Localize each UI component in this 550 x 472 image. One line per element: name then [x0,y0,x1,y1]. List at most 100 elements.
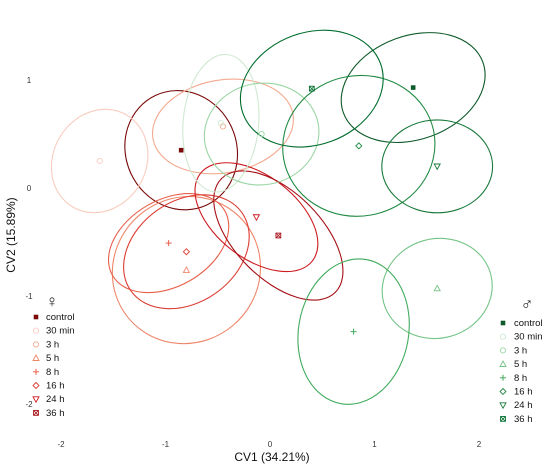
legend-female-marker-30-min [32,327,40,334]
ellipse-female-5-h [111,195,262,345]
legend-male-title: ♂ [521,295,534,314]
legend-male-label: 16 h [514,387,533,398]
legend-female-item: 30 min [32,326,75,337]
legend-male-item: 3 h [499,345,527,356]
legend-female-label: 30 min [46,326,75,337]
legend-female-label: 5 h [46,353,59,364]
centroid-female-5-h [182,266,191,273]
legend-male-marker-24-h [499,402,507,410]
centroid-male-24-h [433,163,441,171]
legend-male-item: 24 h [499,400,533,411]
ellipse-female-8-h [107,193,230,294]
legend-male-marker-control [500,320,506,326]
ellipse-male-control [340,32,486,144]
y-axis-title: CV2 (15.89%) [4,197,18,272]
legend-female-item: 16 h [32,381,65,392]
centroid-female-30-min [96,157,103,165]
ellipse-male-8-h [297,258,410,405]
legend-male-marker-30-min [499,333,507,340]
ellipse-female-30-min [50,108,149,214]
ellipse-female-3-h [151,78,294,175]
x-axis-title: CV1 (34.21%) [234,450,309,464]
centroid-layer [96,85,441,335]
centroid-male-36-h [308,85,315,92]
legend-female-label: 36 h [46,408,65,419]
legend-male-label: control [514,318,543,329]
centroid-female-control [178,147,184,153]
legend-male-item: control [500,318,543,329]
legend-female: ♀ control 30 min 3 h 5 h 8 h 16 h 24 h 36 h [32,292,75,419]
legend-female-title: ♀ [46,292,59,311]
y-tick-label: -2 [25,400,33,409]
legend-female-item: 3 h [32,339,59,350]
legend-female-label: 3 h [46,339,59,350]
ellipse-female-control [124,90,239,211]
legend-male-item: 30 min [499,332,543,343]
axes-layer: CV1 (34.21%) CV2 (15.89%) -2 -1 0 1 2 -2 -1 0 1 [4,76,482,464]
ellipse-female-24-h [194,162,319,273]
legend-female-marker-36-h [33,410,39,416]
legend-female-item: 36 h [33,408,65,419]
x-tick-label: 0 [268,440,273,449]
ellipse-male-3-h [203,82,320,186]
centroid-male-5-h [433,284,441,292]
ellipse-female-36-h [213,170,344,301]
legend-female-item: 5 h [32,353,59,364]
centroid-male-3-h [258,130,265,138]
ellipse-male-16-h [282,74,436,217]
legend-female-item: 8 h [33,367,59,378]
legend-female-item: 24 h [32,394,65,405]
legend-female-marker-16-h [32,381,40,390]
x-tick-label: -1 [162,440,170,449]
legend-female-marker-control [33,314,39,320]
ellipse-male-24-h [381,119,494,214]
x-tick-label: 2 [477,440,482,449]
centroid-male-16-h [355,142,363,150]
legend-male-item: 5 h [499,359,527,370]
legend-male-label: 24 h [514,400,533,411]
legend-female-marker-24-h [32,396,40,404]
y-tick-label: -1 [25,292,33,301]
centroid-male-control [410,85,416,90]
legend-female-marker-5-h [32,354,40,361]
x-tick-label: -2 [57,440,65,449]
legend-male-label: 5 h [514,359,527,370]
legend-male-label: 8 h [514,373,527,384]
ellipse-layer [50,29,494,405]
legend-male: ♂ control 30 min 3 h 5 h 8 h 16 h 24 h 36 h [499,295,543,425]
centroid-female-8-h [165,240,172,247]
x-tick-label: 1 [372,440,377,449]
legend-female-marker-8-h [33,368,39,375]
ellipse-female-16-h [123,194,250,310]
legend-male-item: 36 h [500,414,533,425]
legend-male-marker-8-h [500,374,506,381]
legend-female-label: 8 h [46,367,59,378]
legend-male-item: 16 h [499,387,533,398]
y-tick-label: 0 [27,184,32,193]
legend-male-label: 30 min [514,332,543,343]
centroid-male-30-min [217,120,224,127]
legend-female-item: control [33,312,75,323]
legend-male-label: 36 h [514,414,533,425]
y-tick-label: 1 [27,76,32,85]
centroid-female-36-h [275,232,282,239]
legend-male-item: 8 h [500,373,527,384]
centroid-female-16-h [182,248,191,256]
legend-male-label: 3 h [514,345,527,356]
legend-male-marker-36-h [500,416,506,422]
legend-male-marker-3-h [499,347,507,354]
legend-female-label: control [46,312,75,323]
legend-female-label: 16 h [46,381,65,392]
legend-male-marker-5-h [499,360,507,367]
ellipse-male-30-min [182,53,260,193]
centroid-female-3-h [219,123,227,130]
legend-male-marker-16-h [499,387,507,396]
legend-female-marker-3-h [32,341,40,348]
centroid-female-24-h [252,214,261,222]
ellipse-male-5-h [381,237,493,340]
ellipse-male-36-h [239,29,384,148]
centroid-male-8-h [350,328,357,335]
legend-female-label: 24 h [46,394,65,405]
